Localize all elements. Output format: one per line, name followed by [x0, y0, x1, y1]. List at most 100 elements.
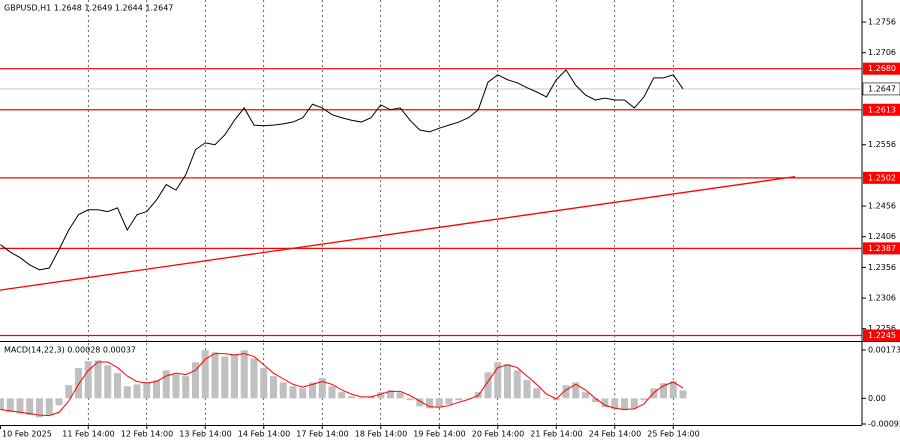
- histogram-bar: [426, 398, 433, 409]
- price-label-bg: [862, 82, 900, 96]
- price-label: 1.2647: [868, 84, 896, 93]
- histogram-bar: [669, 381, 677, 399]
- x-tick-label: 18 Feb 14:00: [355, 430, 407, 439]
- histogram-bar: [250, 358, 258, 399]
- histogram-bar: [114, 373, 121, 399]
- histogram-bar: [435, 398, 443, 408]
- histogram-bar: [240, 350, 248, 399]
- y-tick-label: 0.00173: [868, 345, 900, 354]
- histogram-bar: [231, 354, 238, 399]
- histogram-bar: [0, 398, 4, 411]
- histogram-bar: [562, 385, 570, 399]
- histogram-bar: [211, 352, 219, 399]
- histogram-bar: [328, 386, 336, 399]
- histogram-bar: [445, 398, 453, 405]
- histogram-bar: [75, 368, 82, 399]
- x-tick-label: 12 Feb 14:00: [121, 430, 173, 439]
- histogram-bar: [494, 362, 502, 399]
- histogram-bar: [26, 398, 34, 416]
- histogram-bar: [387, 390, 394, 399]
- x-tick-label: 13 Feb 14:00: [179, 430, 231, 439]
- signal-line: [0, 353, 684, 417]
- histogram-bar: [279, 382, 287, 399]
- x-tick-label: 17 Feb 14:00: [296, 430, 348, 439]
- level-label: 1.2502: [868, 173, 896, 182]
- histogram-bar: [309, 382, 316, 399]
- histogram-bar: [94, 360, 102, 399]
- histogram-bar: [55, 398, 63, 406]
- x-tick-label: 19 Feb 14:00: [413, 430, 465, 439]
- histogram-bar: [582, 392, 589, 399]
- histogram-bar: [84, 361, 92, 399]
- histogram-bar: [65, 385, 73, 399]
- y-tick-label: 0.00: [868, 394, 886, 403]
- x-tick-label: 21 Feb 14:00: [530, 430, 582, 439]
- histogram-bar: [523, 380, 531, 399]
- histogram-bar: [377, 392, 385, 399]
- histogram-bar: [172, 374, 180, 399]
- histogram-bar: [162, 370, 170, 399]
- histogram-bar: [45, 398, 53, 416]
- y-tick-label: 1.2356: [868, 263, 896, 272]
- trend-line: [0, 175, 796, 291]
- histogram-bar: [16, 398, 24, 414]
- histogram-bar: [640, 398, 648, 401]
- chart-title: GBPUSD,H1 1.2648 1.2649 1.2644 1.2647: [4, 4, 173, 13]
- level-label: 1.2245: [868, 331, 896, 340]
- level-label: 1.2613: [868, 105, 896, 114]
- x-tick-label: 11 Feb 14:00: [62, 430, 114, 439]
- histogram-bar: [591, 398, 599, 403]
- level-label: 1.2387: [868, 244, 896, 253]
- histogram-bar: [260, 368, 268, 399]
- y-tick-label: 1.2756: [868, 18, 896, 27]
- histogram-bar: [406, 398, 414, 401]
- x-tick-label: 20 Feb 14:00: [472, 430, 524, 439]
- histogram-bar: [270, 376, 277, 399]
- macd-title: MACD(14,22,3) 0.00028 0.00037: [4, 346, 136, 355]
- histogram-bar: [611, 398, 619, 410]
- histogram-bar: [6, 398, 14, 413]
- histogram-bar: [416, 398, 424, 407]
- y-tick-label: 1.2556: [868, 140, 896, 149]
- histogram-bar: [601, 398, 609, 408]
- histogram-bar: [484, 372, 492, 399]
- histogram-bar: [660, 383, 667, 399]
- histogram-bar: [357, 398, 365, 399]
- y-tick-label: 1.2406: [868, 232, 896, 241]
- histogram-bar: [338, 392, 346, 399]
- price-line: [0, 69, 684, 271]
- x-tick-label: 10 Feb 2025: [2, 430, 52, 439]
- histogram-bar: [621, 398, 628, 411]
- histogram-bar: [396, 392, 404, 399]
- histogram-bar: [318, 378, 326, 399]
- histogram-bar: [192, 362, 199, 399]
- y-tick-label: 1.2706: [868, 48, 896, 57]
- histogram-bar: [533, 388, 541, 399]
- y-tick-label: -0.00092: [868, 420, 900, 429]
- histogram-bar: [504, 364, 511, 399]
- histogram-bar: [465, 398, 472, 399]
- level-label-bg: [863, 329, 900, 342]
- histogram-bar: [133, 384, 141, 399]
- histogram-bar: [289, 386, 297, 399]
- histogram-bar: [572, 382, 580, 399]
- histogram-bar: [513, 370, 521, 399]
- histogram-bar: [36, 398, 43, 418]
- histogram-bar: [299, 388, 307, 399]
- histogram-bar: [348, 396, 355, 399]
- y-tick-label: 1.2456: [868, 202, 896, 211]
- histogram-bar: [104, 365, 112, 399]
- histogram-bar: [143, 382, 151, 399]
- histogram-bar: [201, 350, 209, 399]
- level-label-bg: [863, 242, 900, 255]
- histogram-bar: [182, 376, 190, 399]
- y-tick-label: 1.2306: [868, 294, 896, 303]
- histogram-bar: [543, 398, 550, 399]
- histogram-bar: [123, 386, 131, 399]
- histogram-bar: [679, 390, 687, 399]
- level-label-bg: [863, 103, 900, 116]
- x-tick-label: 25 Feb 14:00: [647, 430, 699, 439]
- level-label-bg: [863, 62, 900, 75]
